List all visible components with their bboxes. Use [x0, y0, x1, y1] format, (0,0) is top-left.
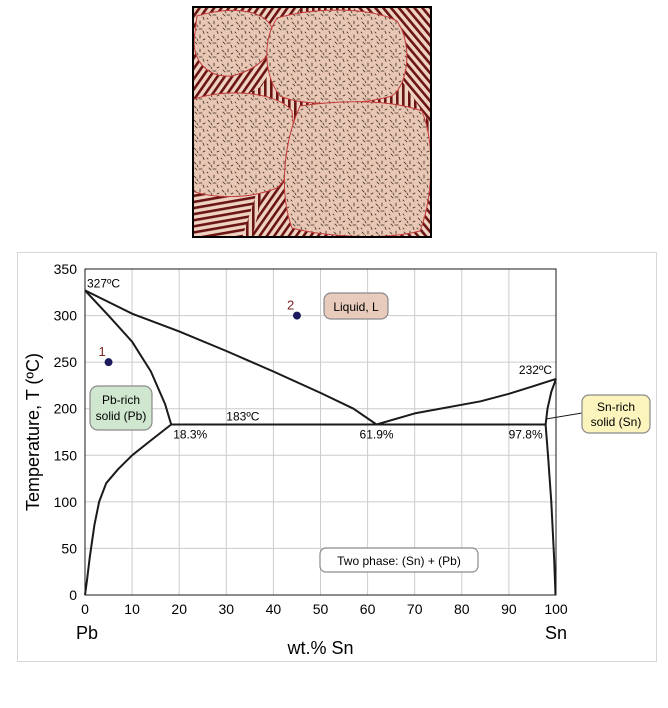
y-tick-label: 350 [54, 261, 78, 277]
microstructure-image [192, 6, 432, 238]
curve-solvus-sn [544, 424, 557, 596]
annotation-eutectic-temp: 183ºC [226, 410, 259, 424]
phase-diagram-figure: 0 10 20 30 40 50 60 70 80 90 100 0 50 100 150 200 250 30… [17, 252, 657, 662]
state-point-label-2: 2 [287, 298, 294, 313]
curve-liquidus-pb-side [84, 289, 378, 426]
x-end-label-sn: Sn [545, 623, 567, 643]
state-point-1 [104, 358, 113, 367]
curve-liquidus-sn-side [376, 377, 557, 426]
x-tick-label: 0 [81, 601, 89, 617]
curve-solvus-pb [84, 423, 172, 596]
y-tick-label: 200 [54, 401, 78, 417]
curve-solidus-sn [544, 378, 557, 425]
state-point-2 [292, 311, 301, 320]
x-tick-label: 90 [501, 601, 517, 617]
x-tick-label: 10 [124, 601, 140, 617]
phase-diagram-chart: 0 10 20 30 40 50 60 70 80 90 100 0 50 100 150 200 250 30… [23, 261, 651, 658]
y-tick-label: 300 [54, 308, 78, 324]
x-tick-label: 100 [544, 601, 568, 617]
y-tick-label: 250 [54, 354, 78, 370]
annotation-pb-melting-temp: 327ºC [87, 276, 120, 290]
region-label-liquid-text: Liquid, L [333, 300, 379, 314]
region-label-pb-rich-line2: solid (Pb) [96, 409, 147, 423]
x-tick-label: 80 [454, 601, 470, 617]
x-tick-label: 20 [171, 601, 187, 617]
grid [84, 268, 557, 596]
region-label-pb-rich-line1: Pb-rich [102, 393, 140, 407]
region-label-liquid: Liquid, L [323, 292, 389, 320]
x-tick-label: 70 [407, 601, 423, 617]
x-tick-label: 50 [313, 601, 329, 617]
x-end-label-pb: Pb [76, 623, 98, 643]
state-point-label-1: 1 [99, 344, 106, 359]
y-axis-label: Temperature, T (ºC) [23, 353, 43, 511]
state-points: 12 [99, 298, 301, 367]
annotation-pb-solid-composition: 18.3% [173, 428, 207, 442]
annotation-eutectic-composition: 61.9% [360, 428, 394, 442]
y-tick-label: 100 [54, 494, 78, 510]
region-label-sn-rich-line2: solid (Sn) [591, 415, 642, 429]
phase-boundaries [84, 289, 557, 596]
region-label-sn-rich: Sn-rich solid (Sn) [545, 394, 651, 434]
x-tick-label: 60 [360, 601, 376, 617]
region-label-pb-rich: Pb-rich solid (Pb) [89, 385, 153, 431]
region-label-two-phase-text: Two phase: (Sn) + (Pb) [337, 554, 461, 568]
annotation-sn-melting-temp: 232ºC [519, 363, 552, 377]
region-label-two-phase: Two phase: (Sn) + (Pb) [319, 547, 479, 573]
annotation-sn-solid-composition: 97.8% [509, 428, 543, 442]
x-tick-label: 40 [266, 601, 282, 617]
y-tick-label: 150 [54, 447, 78, 463]
x-tick-label: 30 [219, 601, 235, 617]
curve-solidus-pb [84, 289, 173, 425]
y-tick-label: 0 [69, 587, 77, 603]
y-tick-label: 50 [61, 540, 77, 556]
plot-frame [84, 268, 557, 596]
x-axis-label: wt.% Sn [286, 638, 353, 658]
y-tick-labels: 0 50 100 150 200 250 300 350 [54, 261, 78, 603]
x-tick-labels: 0 10 20 30 40 50 60 70 80 90 100 [81, 601, 568, 617]
region-label-sn-rich-line1: Sn-rich [597, 400, 635, 414]
